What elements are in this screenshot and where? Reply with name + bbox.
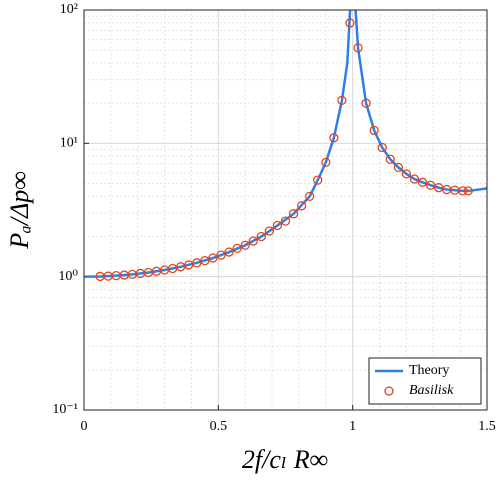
data-point xyxy=(377,142,387,153)
legend-label: Theory xyxy=(409,363,449,378)
y-tick-label: 10¹ xyxy=(60,136,78,151)
data-point xyxy=(256,231,266,242)
data-point xyxy=(458,186,468,196)
marks xyxy=(84,10,487,282)
x-tick-label: 1.5 xyxy=(478,419,496,434)
data-point xyxy=(272,220,283,231)
data-point xyxy=(305,191,315,202)
legend: Theory Basilisk xyxy=(368,357,482,405)
x-tick-label: 1 xyxy=(349,419,356,434)
data-point xyxy=(337,95,347,106)
data-point xyxy=(200,255,210,266)
data-point xyxy=(361,98,371,108)
data-point xyxy=(208,253,218,263)
data-point xyxy=(385,154,395,164)
data-point xyxy=(417,177,428,187)
data-point xyxy=(313,175,323,185)
data-point xyxy=(353,43,363,53)
data-point xyxy=(232,243,242,254)
plot-area xyxy=(84,10,487,410)
x-tick-label: 0.5 xyxy=(210,419,228,434)
data-point xyxy=(248,236,258,246)
data-point xyxy=(345,18,355,28)
data-point xyxy=(288,209,299,219)
y-axis-label: Pₐ/Δp∞ xyxy=(5,171,34,250)
data-point xyxy=(329,133,339,143)
data-point xyxy=(240,240,250,250)
data-point xyxy=(224,247,234,257)
data-point xyxy=(264,226,275,236)
legend-marker xyxy=(384,386,394,396)
x-axis-label: 2f/cₗ R∞ xyxy=(242,445,328,474)
theory-line xyxy=(84,10,487,278)
legend-box xyxy=(368,357,482,405)
y-tick-label: 10⁰ xyxy=(58,269,78,284)
data-point xyxy=(409,174,420,184)
data-point xyxy=(463,186,473,196)
plot-frame xyxy=(83,9,488,411)
y-tick-label: 10⁻¹ xyxy=(52,402,78,417)
data-point xyxy=(401,169,412,179)
x-tick-label: 0 xyxy=(81,419,88,434)
y-tick-label: 10² xyxy=(60,2,78,17)
data-point xyxy=(296,201,307,211)
data-point xyxy=(321,157,331,168)
data-point xyxy=(393,162,403,173)
labels: 10⁻¹ 10⁰ 10¹ 10² 0 0.5 1 1.5 xyxy=(52,2,495,434)
data-point xyxy=(425,180,436,190)
data-point xyxy=(216,250,226,260)
data-point xyxy=(369,125,379,136)
data-point xyxy=(280,216,291,226)
legend-label: Basilisk xyxy=(409,383,454,398)
